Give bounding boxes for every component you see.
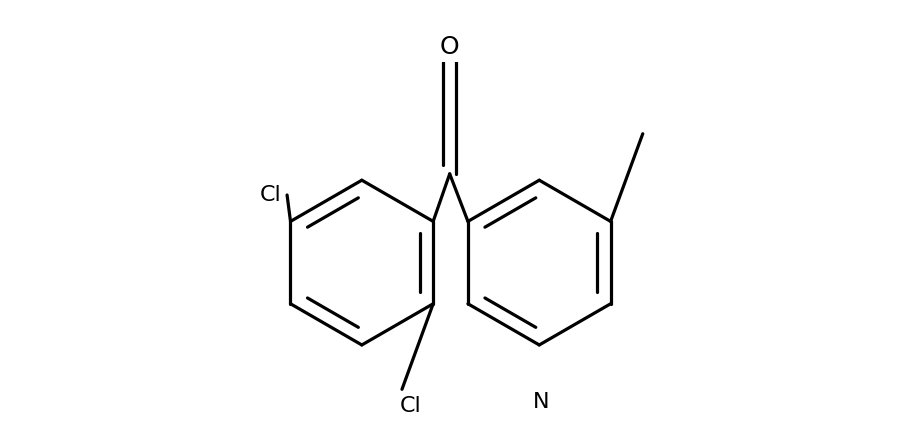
Text: Cl: Cl	[399, 396, 421, 416]
Text: O: O	[440, 35, 460, 59]
Text: N: N	[533, 392, 550, 412]
Text: Cl: Cl	[260, 185, 282, 205]
